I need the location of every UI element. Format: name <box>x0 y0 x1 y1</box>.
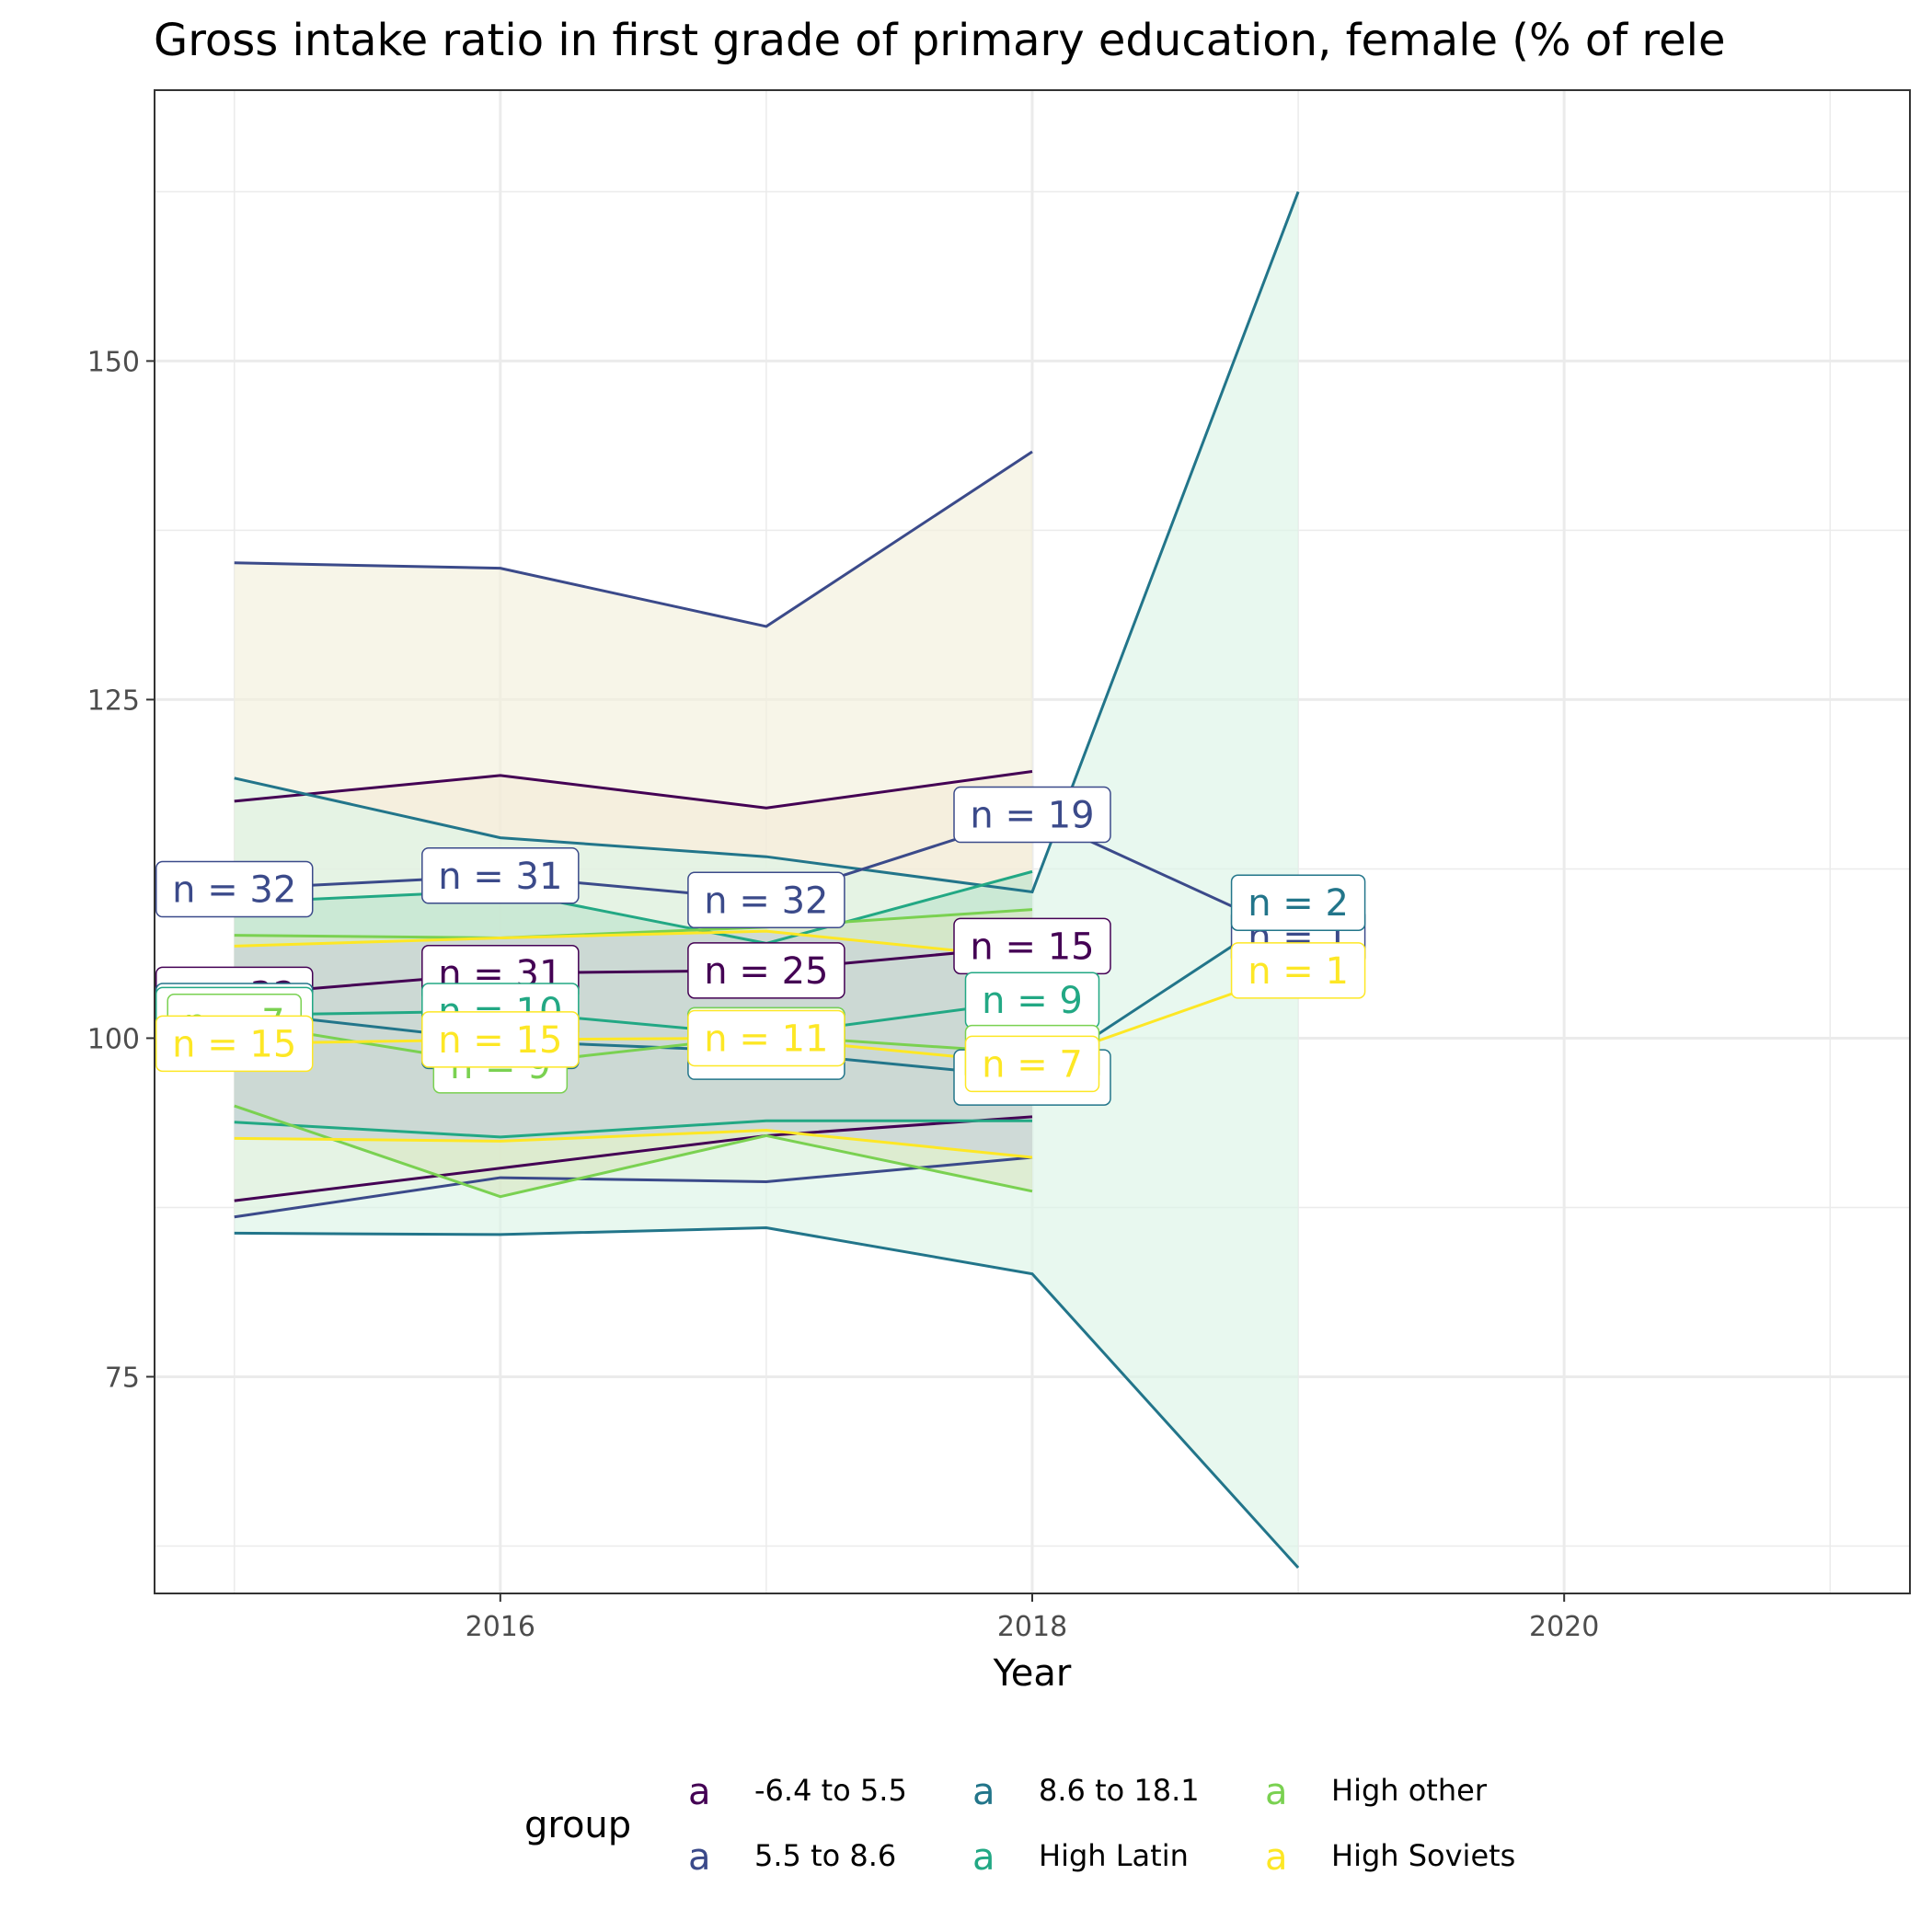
x-tick-label: 2016 <box>466 1611 535 1643</box>
lower-bound-5-5-to-8-6 <box>234 1156 1033 1219</box>
legend-item-6-4-to-5-5: a -6.4 to 5.5 <box>688 1771 907 1813</box>
n-label: n = 32 <box>155 860 314 918</box>
n-label-text: n = 2 <box>1248 882 1349 925</box>
y-tick-label: 75 <box>105 1362 140 1394</box>
n-label-box <box>421 847 580 904</box>
x-axis: 2016 2018 2020 <box>466 1593 1599 1643</box>
x-axis-title: Year <box>993 1652 1072 1695</box>
n-label: n = 15 <box>155 1015 314 1073</box>
n-label-text: n = 19 <box>970 795 1094 837</box>
legend-key: a <box>1265 1771 1288 1813</box>
chart-title: Gross intake ratio in first grade of pri… <box>154 15 1726 66</box>
n-label: n = 9 <box>964 972 1100 1029</box>
legend-key: a <box>972 1836 995 1879</box>
median-line-high-other <box>234 1020 1033 1067</box>
n-label-text: n = 25 <box>704 950 828 993</box>
n-label: n = 31 <box>421 847 580 904</box>
legend-key: a <box>1265 1836 1288 1879</box>
n-label: n = 11 <box>687 1009 845 1067</box>
n-label-box <box>953 786 1111 844</box>
n-label-text: n = 9 <box>982 980 1083 1022</box>
legend-item-high-other: a High other <box>1265 1771 1488 1813</box>
y-axis: 75 100 125 150 <box>87 346 155 1394</box>
n-label-box <box>687 1009 845 1067</box>
legend-title: group <box>524 1804 631 1846</box>
legend-key: a <box>688 1836 711 1879</box>
legend-item-8-6-to-18-1: a 8.6 to 18.1 <box>972 1771 1200 1813</box>
n-label-text: n = 15 <box>970 926 1094 968</box>
n-label-box <box>687 871 845 929</box>
upper-bound-high-latin <box>234 869 1033 945</box>
n-label-text: n = 7 <box>982 1043 1083 1086</box>
legend-item-high-soviets: a High Soviets <box>1265 1836 1515 1879</box>
n-labels: n = 32n = 31n = 25n = 15n = 32n = 31n = … <box>155 786 1366 1106</box>
n-label-box <box>155 860 314 918</box>
n-label: n = 25 <box>687 942 845 999</box>
n-label-text: n = 31 <box>438 856 562 898</box>
n-label-box <box>1230 942 1366 999</box>
n-label: n = 32 <box>687 871 845 929</box>
median-line-high-latin <box>234 998 1033 1038</box>
y-tick-label: 100 <box>87 1023 140 1055</box>
n-label: n = 15 <box>953 917 1111 975</box>
legend-label: High other <box>1331 1773 1488 1808</box>
legend-label: High Soviets <box>1331 1838 1515 1873</box>
legend: a -6.4 to 5.5 a 5.5 to 8.6 a 8.6 to 18.1 a High… <box>688 1771 1515 1879</box>
y-tick-label: 150 <box>87 346 140 378</box>
n-label-box <box>155 1015 314 1073</box>
n-label-text: n = 15 <box>438 1019 562 1062</box>
n-label-text: n = 11 <box>704 1018 828 1060</box>
legend-label: 5.5 to 8.6 <box>754 1838 896 1873</box>
n-label-text: n = 1 <box>1248 950 1349 993</box>
lower-bound-high-other <box>234 1104 1033 1199</box>
upper-bound-high-other <box>234 908 1033 940</box>
legend-label: 8.6 to 18.1 <box>1039 1773 1200 1808</box>
n-label-box <box>964 1035 1100 1093</box>
x-tick-label: 2020 <box>1529 1611 1599 1643</box>
legend-label: High Latin <box>1039 1838 1189 1873</box>
n-label-box <box>421 1011 580 1068</box>
n-label: n = 1 <box>1230 942 1366 999</box>
n-label: n = 7 <box>964 1035 1100 1093</box>
n-label-box <box>687 942 845 999</box>
lower-bound-high-latin <box>234 1119 1032 1139</box>
legend-label: -6.4 to 5.5 <box>754 1773 907 1808</box>
y-tick-label: 125 <box>87 684 140 717</box>
n-label-text: n = 32 <box>172 869 296 912</box>
n-label: n = 15 <box>421 1011 580 1068</box>
bound-lines <box>234 190 1300 1570</box>
n-label: n = 19 <box>953 786 1111 844</box>
n-label-text: n = 32 <box>704 880 828 922</box>
lower-bound-8-6-to-18-1 <box>234 1226 1300 1570</box>
lower-bound-high-soviets <box>234 1129 1033 1159</box>
legend-item-5-5-to-8-6: a 5.5 to 8.6 <box>688 1836 896 1879</box>
legend-key: a <box>688 1771 711 1813</box>
upper-bound-high-soviets <box>234 929 1033 960</box>
x-tick-label: 2018 <box>997 1611 1067 1643</box>
upper-bound-6-4-to-5-5 <box>234 769 1033 810</box>
upper-bound-8-6-to-18-1 <box>234 190 1300 894</box>
lower-bound-6-4-to-5-5 <box>234 1115 1033 1202</box>
n-label: n = 2 <box>1230 874 1366 931</box>
median-line-6-4-to-5-5 <box>234 944 1033 996</box>
upper-bound-5-5-to-8-6 <box>234 450 1033 628</box>
legend-key: a <box>972 1771 995 1813</box>
n-label-box <box>1230 874 1366 931</box>
n-label-text: n = 15 <box>172 1023 296 1065</box>
legend-item-high-latin: a High Latin <box>972 1836 1189 1879</box>
